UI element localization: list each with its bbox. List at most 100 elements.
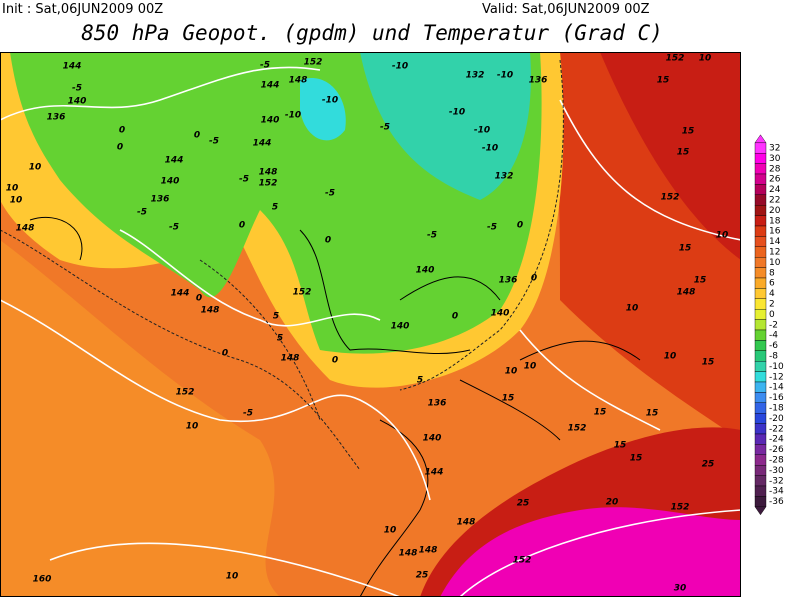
- contour-label: 140: [416, 266, 435, 276]
- colorbar-swatch: [754, 392, 767, 403]
- colorbar-swatch: [754, 371, 767, 383]
- contour-label: -10: [285, 111, 301, 121]
- contour-label: 0: [531, 274, 537, 284]
- colorbar-label: -30: [769, 466, 784, 476]
- colorbar-label: 16: [769, 227, 781, 237]
- contour-label: 10: [505, 367, 518, 377]
- africa-hot: [440, 507, 741, 597]
- colorbar-swatch: [754, 267, 767, 279]
- contour-label: 10: [524, 362, 537, 372]
- geopotential-contours: [0, 66, 741, 597]
- contour-label: 152: [513, 556, 532, 566]
- contour-label: -10: [322, 96, 338, 106]
- colorbar-swatch: [754, 298, 767, 310]
- contour-label: -10: [449, 108, 465, 118]
- colorbar-label: -6: [769, 341, 778, 351]
- contour-label: 148: [419, 546, 438, 556]
- colorbar-swatch: [754, 257, 767, 268]
- contour-label: 10: [716, 231, 729, 241]
- contour-label: 15: [594, 408, 607, 418]
- colorbar-label: 14: [769, 237, 781, 247]
- colorbar-swatch: [754, 246, 767, 258]
- contour-label: -5: [260, 61, 270, 71]
- contour-label: 15: [682, 127, 695, 137]
- colorbar-label: 32: [769, 144, 780, 154]
- colorbar-label: -22: [769, 424, 784, 434]
- colorbar-label: -36: [769, 497, 784, 507]
- contour-label: 144: [165, 156, 184, 166]
- contour-label: 25: [517, 499, 530, 509]
- colorbar-label: -20: [769, 414, 784, 424]
- contour-label: -10: [392, 62, 408, 72]
- contour-label: 15: [702, 358, 715, 368]
- valid-time: Valid: Sat,06JUN2009 00Z: [482, 2, 650, 17]
- colorbar-label: 22: [769, 196, 780, 206]
- colorbar-label: -16: [769, 393, 784, 403]
- contour-label: 10: [10, 196, 23, 206]
- contour-label: 15: [677, 148, 690, 158]
- colorbar-swatch: [754, 433, 767, 445]
- colorbar-label: 30: [769, 154, 781, 164]
- contour-label: 10: [626, 304, 639, 314]
- contour-label: 144: [253, 139, 272, 149]
- contour-label: 144: [171, 289, 190, 299]
- contour-label: 15: [502, 394, 515, 404]
- colorbar-label: -14: [769, 383, 784, 393]
- colorbar-label: 18: [769, 216, 781, 226]
- colorbar-swatch: [754, 163, 767, 175]
- contour-label: 136: [151, 195, 170, 205]
- contour-label: 148: [677, 288, 696, 298]
- contour-label: 152: [293, 288, 312, 298]
- contour-label: 160: [33, 575, 52, 585]
- colorbar-bottom-arrow: [754, 506, 767, 516]
- contour-label: 148: [457, 518, 476, 528]
- colorbar-swatch: [754, 454, 767, 466]
- contour-label: -5: [239, 175, 249, 185]
- contour-label: -5: [169, 223, 179, 233]
- contour-label: -5: [243, 409, 253, 419]
- colorbar-swatch: [754, 204, 767, 216]
- colorbar-swatch: [754, 340, 767, 351]
- contour-label: 0: [117, 143, 123, 153]
- contour-label: 15: [630, 454, 643, 464]
- contour-label: -5: [427, 231, 437, 241]
- contour-label: 5: [277, 334, 283, 344]
- contour-label: 15: [694, 276, 707, 286]
- contour-label: 0: [119, 126, 125, 136]
- colorbar-swatch: [754, 288, 767, 299]
- colorbar-label: -4: [769, 331, 778, 341]
- contour-label: 10: [226, 572, 239, 582]
- contour-label: 148: [201, 306, 220, 316]
- contour-label: 25: [416, 571, 429, 581]
- colorbar-label: 6: [769, 279, 775, 289]
- contour-label: 25: [702, 460, 715, 470]
- contour-label: 30: [674, 584, 687, 594]
- colorbar-swatch: [754, 142, 767, 154]
- contour-label: 10: [6, 184, 19, 194]
- map: [0, 52, 741, 597]
- contour-label: -5: [137, 208, 147, 218]
- contour-label: 0: [517, 221, 523, 231]
- contour-label: -5: [72, 84, 82, 94]
- colorbar-label: 2: [769, 300, 775, 310]
- colorbar-label: -28: [769, 456, 784, 466]
- contour-label: 10: [186, 422, 199, 432]
- colorbar-label: 12: [769, 248, 780, 258]
- contour-label: 144: [63, 62, 82, 72]
- contour-label: 0: [452, 312, 458, 322]
- contour-label: 152: [176, 388, 195, 398]
- colorbar-swatch: [754, 184, 767, 195]
- colorbar-swatch: [754, 485, 767, 497]
- contour-label: 136: [47, 113, 66, 123]
- contour-label: 5: [273, 312, 279, 322]
- contour-labels: 144-514013600144-50144101010140136-5-514…: [6, 54, 729, 594]
- colorbar-swatch: [754, 309, 767, 320]
- colorbar-swatch: [754, 152, 767, 164]
- colorbar-swatch: [754, 236, 767, 247]
- colorbar-swatch: [754, 225, 767, 237]
- colorbar-label: 10: [769, 258, 781, 268]
- contour-label: 10: [29, 163, 42, 173]
- colorbar-swatch: [754, 329, 767, 341]
- colorbar-swatch: [754, 381, 767, 393]
- colorbar-swatch: [754, 423, 767, 435]
